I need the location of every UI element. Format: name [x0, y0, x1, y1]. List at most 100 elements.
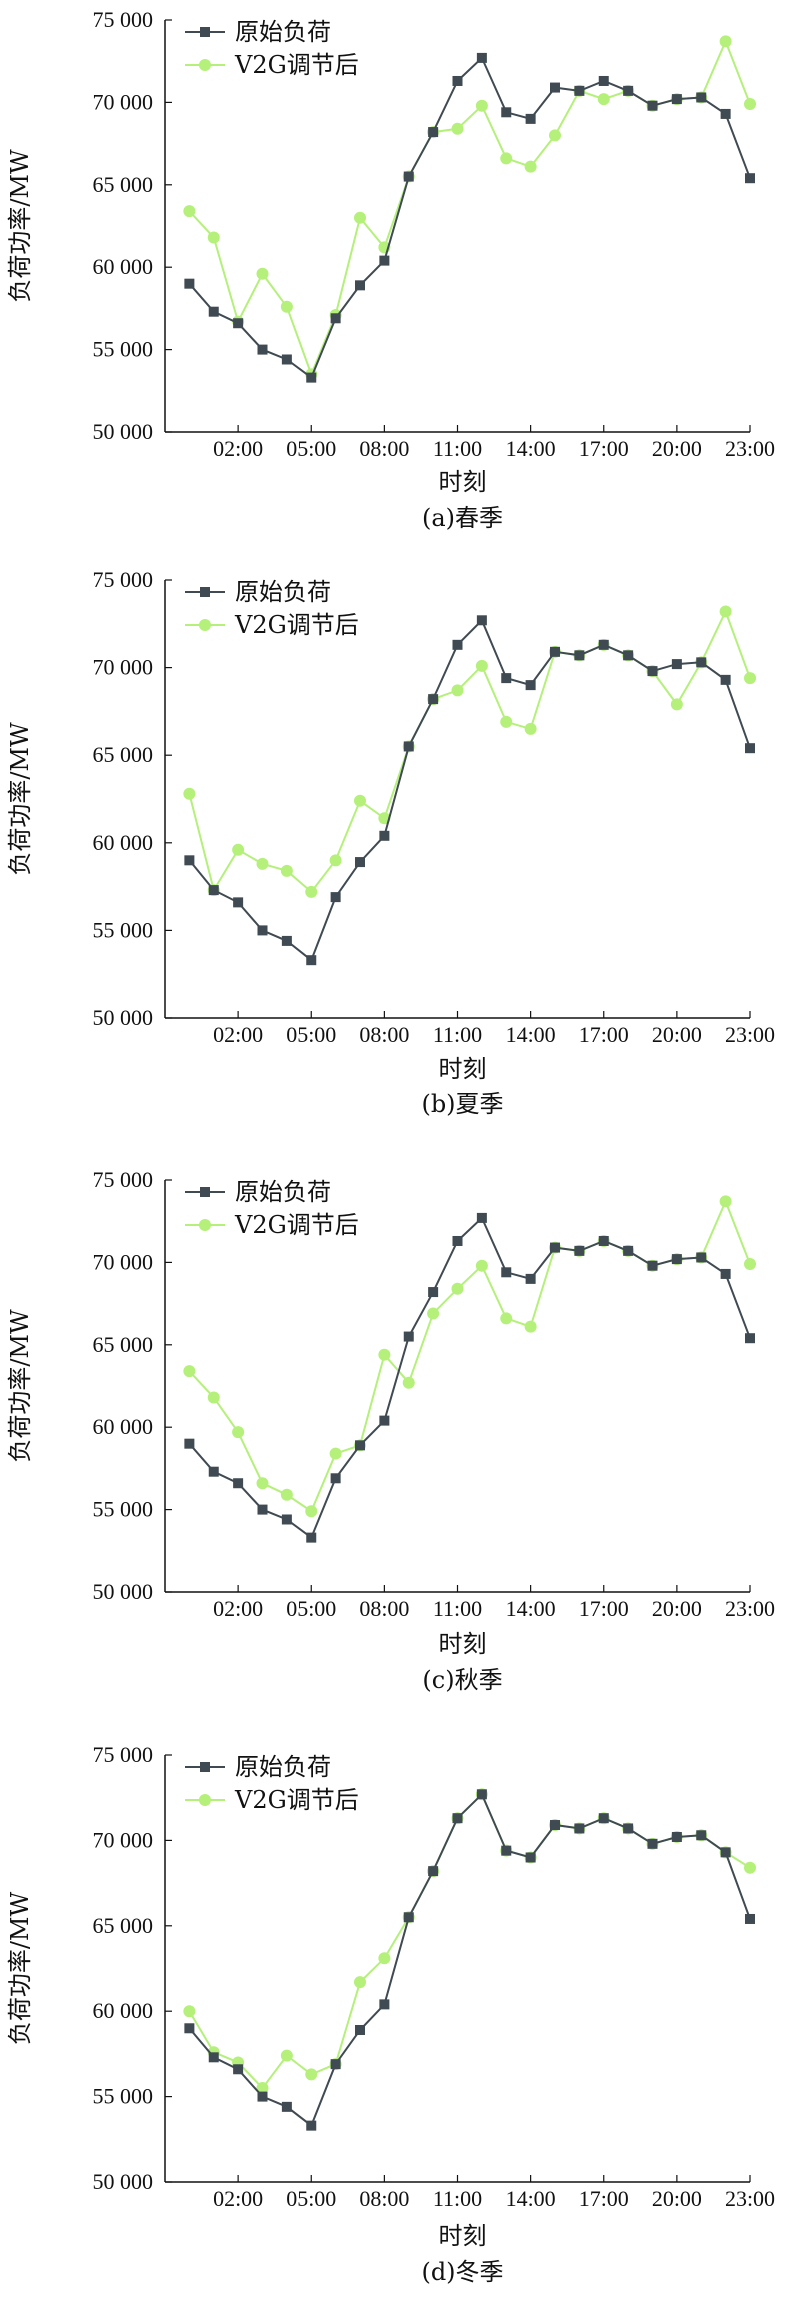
data-point-v2g [354, 1976, 366, 1989]
legend-label: 原始负荷 [235, 1178, 331, 1206]
y-tick-label: 65 000 [93, 1913, 154, 1938]
y-tick-label: 70 000 [93, 1827, 154, 1852]
data-point-original [379, 1999, 390, 2010]
y-tick-label: 75 000 [93, 7, 154, 32]
y-axis-title: 负荷功率/MW [6, 1892, 34, 2046]
data-point-original [671, 94, 682, 105]
data-point-v2g [256, 1477, 269, 1490]
data-point-original [330, 892, 341, 903]
x-tick-label: 08:00 [359, 436, 409, 461]
chart-caption: (a)春季 [422, 504, 503, 532]
series-line-v2g [188, 1198, 751, 1513]
data-point-original [452, 1813, 463, 1824]
data-point-v2g [305, 1505, 318, 1518]
data-point-original [550, 646, 560, 657]
x-tick-label: 05:00 [286, 1022, 336, 1047]
data-point-original [720, 1268, 731, 1279]
data-point-v2g [256, 267, 269, 280]
legend-marker-square [200, 1762, 210, 1772]
y-axis-title: 负荷功率/MW [6, 1309, 34, 1463]
x-tick-label: 14:00 [506, 436, 556, 461]
data-point-original [306, 955, 317, 966]
data-point-original [550, 82, 560, 93]
legend-label: V2G调节后 [234, 51, 359, 79]
data-point-original [330, 1473, 341, 1484]
data-point-original [574, 85, 585, 96]
data-point-original [598, 75, 609, 86]
y-tick-label: 75 000 [93, 1167, 154, 1192]
legend-marker-circle [199, 1219, 211, 1231]
x-tick-label: 17:00 [579, 1022, 629, 1047]
data-point-original [233, 1478, 244, 1489]
data-point-original [647, 100, 658, 111]
data-point-original [501, 1845, 512, 1856]
data-point-v2g [500, 1312, 513, 1325]
x-tick-label: 23:00 [725, 1596, 775, 1621]
chart-panel-0: 50 000 55 000 60 000 65 000 70 000 75 000 02:0… [6, 7, 775, 532]
data-point-v2g [256, 2082, 269, 2095]
data-point-v2g [183, 2005, 196, 2018]
data-point-original [574, 1823, 585, 1834]
data-point-v2g [280, 864, 293, 877]
y-tick-label: 55 000 [93, 2084, 154, 2109]
data-point-original [745, 1913, 755, 1924]
x-tick-label: 08:00 [359, 1022, 409, 1047]
x-tick-label: 14:00 [506, 1596, 556, 1621]
data-point-original [379, 255, 390, 266]
x-tick-label: 20:00 [652, 2186, 702, 2211]
data-point-v2g [280, 300, 293, 313]
data-point-original [574, 1245, 585, 1256]
data-point-original [428, 127, 439, 138]
data-point-v2g [744, 672, 756, 685]
data-point-original [550, 1242, 560, 1253]
data-point-original [208, 1466, 219, 1477]
data-point-original [525, 1852, 536, 1863]
x-tick-label: 11:00 [433, 2186, 482, 2211]
data-point-original [184, 2023, 195, 2034]
y-tick-label: 70 000 [93, 655, 154, 680]
data-point-v2g [597, 93, 610, 106]
data-point-original [355, 1440, 365, 1451]
data-point-original [184, 278, 195, 289]
y-tick-label: 65 000 [93, 172, 154, 197]
data-point-original [208, 885, 219, 896]
data-point-original [671, 1254, 682, 1265]
data-point-original [428, 1287, 439, 1298]
x-axis-title: 时刻 [439, 1630, 487, 1658]
data-point-original [745, 743, 755, 754]
y-tick-label: 60 000 [93, 830, 154, 855]
chart-caption: (d)冬季 [421, 2258, 503, 2286]
data-point-v2g [280, 1488, 293, 1501]
x-tick-label: 14:00 [506, 1022, 556, 1047]
y-tick-label: 50 000 [93, 419, 154, 444]
data-point-original [623, 85, 634, 96]
data-point-v2g [500, 152, 513, 165]
legend-label: 原始负荷 [235, 578, 331, 606]
data-point-original [550, 1820, 560, 1831]
x-tick-label: 05:00 [286, 436, 336, 461]
data-point-v2g [719, 1195, 732, 1208]
y-tick-label: 50 000 [93, 1579, 154, 1604]
legend-label: V2G调节后 [234, 1786, 359, 1814]
chart-panel-3: 50 000 55 000 60 000 65 000 70 000 75 000 02:0… [6, 1742, 775, 2286]
data-point-original [257, 925, 268, 936]
data-point-v2g [475, 659, 488, 672]
y-tick-label: 55 000 [93, 917, 154, 942]
data-point-v2g [524, 160, 537, 173]
data-point-original [720, 674, 731, 685]
y-tick-label: 60 000 [93, 1998, 154, 2023]
x-tick-label: 08:00 [359, 2186, 409, 2211]
data-point-original [379, 1415, 390, 1426]
series-line-original [188, 618, 751, 962]
data-point-original [525, 1273, 536, 1284]
legend-label: V2G调节后 [234, 611, 359, 639]
data-point-original [330, 313, 341, 324]
data-point-original [476, 615, 487, 626]
legend-marker-square [200, 587, 210, 597]
data-point-original [745, 173, 755, 184]
chart-caption: (c)秋季 [422, 1666, 502, 1694]
data-point-v2g [475, 1259, 488, 1272]
data-point-original [623, 1245, 634, 1256]
data-point-original [281, 354, 292, 365]
